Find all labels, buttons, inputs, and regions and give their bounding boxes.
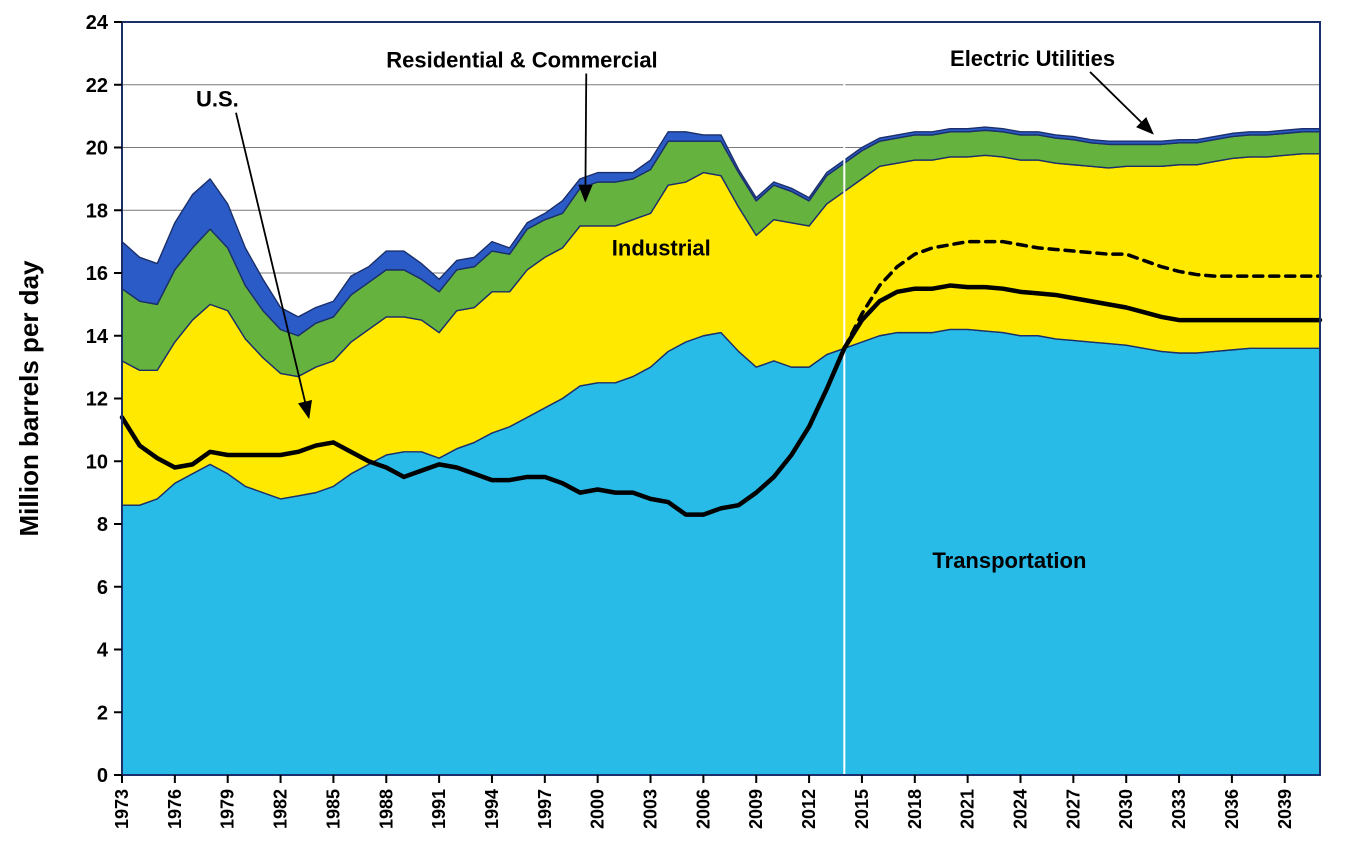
x-tick-label: 2012 [799,789,819,829]
x-tick-label: 2024 [1011,789,1031,829]
us-label: U.S. [196,87,239,112]
x-tick-label: 1985 [323,789,343,829]
y-tick-label: 24 [86,12,109,34]
x-tick-label: 1973 [112,789,132,829]
y-tick-label: 6 [97,577,108,599]
x-tick-label: 2036 [1222,789,1242,829]
x-tick-label: 1994 [482,789,502,829]
y-tick-label: 14 [86,326,109,348]
y-tick-label: 20 [86,138,108,160]
x-tick-label: 1982 [271,789,291,829]
y-tick-label: 8 [97,514,108,536]
x-tick-label: 1988 [376,789,396,829]
res_comm-label: Residential & Commercial [386,47,657,72]
y-tick-label: 18 [86,200,108,222]
x-tick-label: 2039 [1275,789,1295,829]
x-tick-label: 1991 [429,789,449,829]
x-tick-label: 1976 [165,789,185,829]
res_comm-arrow [585,73,586,200]
y-tick-label: 16 [86,263,108,285]
x-tick-label: 2018 [905,789,925,829]
x-tick-label: 1997 [535,789,555,829]
industrial-label: Industrial [612,236,711,261]
y-tick-label: 22 [86,75,108,97]
y-tick-label: 4 [97,640,109,662]
stacked-area-chart: 024681012141618202224Million barrels per… [0,0,1350,863]
y-axis-title: Million barrels per day [14,260,44,537]
x-tick-label: 2030 [1116,789,1136,829]
y-tick-label: 2 [97,702,108,724]
transport-label: Transportation [932,548,1086,573]
x-tick-label: 2000 [588,789,608,829]
y-tick-label: 0 [97,765,108,787]
x-tick-label: 2009 [746,789,766,829]
x-tick-label: 2006 [693,789,713,829]
x-tick-label: 2003 [641,789,661,829]
x-tick-label: 2027 [1063,789,1083,829]
chart-container: { "meta": { "width": 1350, "height": 863… [0,0,1350,863]
x-tick-label: 2033 [1169,789,1189,829]
y-tick-label: 10 [86,451,108,473]
x-tick-label: 2021 [958,789,978,829]
x-tick-label: 1979 [218,789,238,829]
x-tick-label: 2015 [852,789,872,829]
y-tick-label: 12 [86,389,108,411]
electric-label: Electric Utilities [950,46,1115,71]
